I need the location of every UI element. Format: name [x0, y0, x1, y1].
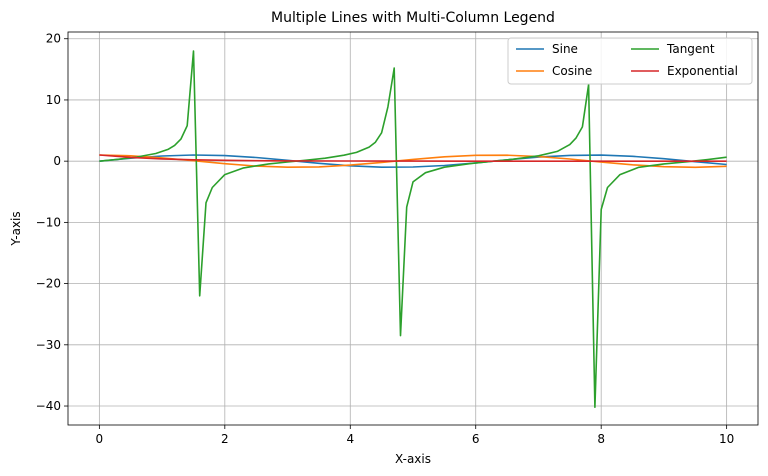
- legend-label-sine: Sine: [552, 42, 578, 56]
- y-tick-label: −10: [36, 215, 61, 229]
- series-line-cosine: [99, 154, 727, 169]
- chart-title: Multiple Lines with Multi-Column Legend: [271, 10, 555, 26]
- legend: Sine Cosine Tangent Exponential: [507, 37, 753, 85]
- legend-label-exponential: Exponential: [667, 64, 738, 78]
- y-axis-label: Y-axis: [9, 211, 23, 246]
- series-lines: [99, 50, 727, 409]
- y-axis: 20 10 0 −10 −20 −30 −40: [36, 32, 68, 413]
- series-line-tangent: [99, 50, 727, 409]
- y-tick-label: 0: [53, 154, 61, 168]
- x-tick-label: 8: [597, 432, 605, 446]
- y-tick-label: −30: [36, 338, 61, 352]
- legend-label-tangent: Tangent: [666, 42, 715, 56]
- legend-box: [507, 37, 753, 85]
- x-tick-label: 2: [221, 432, 229, 446]
- series-line-sine: [99, 154, 727, 168]
- x-tick-label: 4: [346, 432, 354, 446]
- x-axis-label: X-axis: [395, 452, 431, 466]
- y-tick-label: −20: [36, 277, 61, 291]
- legend-label-cosine: Cosine: [552, 64, 592, 78]
- x-tick-label: 0: [96, 432, 104, 446]
- series-line-exponential: [99, 154, 727, 162]
- x-axis: 0 2 4 6 8 10: [96, 425, 734, 446]
- y-tick-label: 20: [46, 32, 61, 46]
- plot-area: [68, 32, 758, 425]
- x-tick-label: 6: [472, 432, 480, 446]
- plot-frame: [67, 31, 759, 426]
- y-tick-label: −40: [36, 399, 61, 413]
- x-tick-label: 10: [719, 432, 734, 446]
- y-tick-label: 10: [46, 93, 61, 107]
